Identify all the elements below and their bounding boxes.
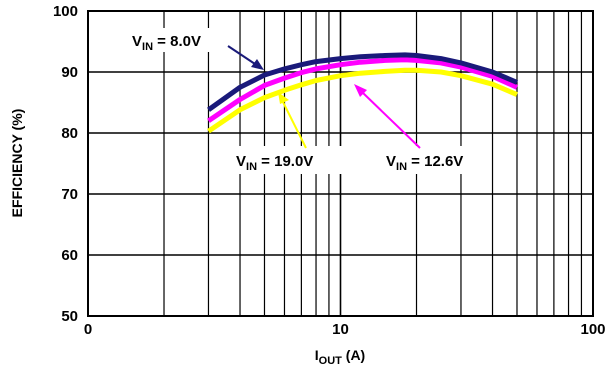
svg-text:VIN = 8.0V: VIN = 8.0V [132,33,201,53]
annotation-vin-8: VIN = 8.0V [128,28,264,70]
annotation-vin-8-sub: IN [142,41,153,53]
annotation-vin-8-rest: = 8.0V [153,33,201,50]
x-axis-title-main: I [315,347,319,363]
svg-text:VIN = 19.0V: VIN = 19.0V [236,153,313,173]
svg-text:VIN = 12.6V: VIN = 12.6V [386,153,463,173]
y-tick-label: 50 [61,308,78,325]
annotation-vin-12-6-sub: IN [396,161,407,173]
series-line [207,67,518,134]
series-line [207,57,519,123]
annotation-vin-12-6: VIN = 12.6V [354,84,490,174]
series-line [207,52,518,112]
annotation-vin-12-6-arrow [361,91,421,149]
annotation-vin-8-main: V [132,33,142,50]
y-tick-label: 100 [53,3,78,20]
y-tick-labels: 50 60 70 80 90 100 [53,3,78,325]
x-tick-label: 100 [580,321,605,338]
annotation-vin-19-rest: = 19.0V [257,153,313,170]
y-tick-label: 90 [61,64,78,81]
annotation-vin-12-6-rest: = 12.6V [407,153,463,170]
annotation-vin-12-6-main: V [386,153,396,170]
x-axis-title-sub: OUT [319,355,343,367]
annotation-vin-19-sub: IN [246,161,257,173]
annotation-vin-19: VIN = 19.0V [232,92,342,174]
annotation-vin-8-arrowhead [251,59,264,70]
y-tick-label: 70 [61,186,78,203]
x-axis-title: IOUT (A) [315,347,365,367]
annotation-vin-12-6-arrowhead [354,84,367,97]
plot-frame [87,10,594,317]
annotation-vin-8-arrow [227,45,259,67]
annotation-vin-19-arrowhead [278,92,289,104]
series-layer [207,52,519,134]
annotation-vin-19-arrow [281,99,307,149]
x-axis-title-rest: (A) [342,347,365,363]
x-tick-label: 10 [332,321,349,338]
y-tick-label: 80 [61,125,78,142]
y-tick-label: 60 [61,247,78,264]
y-axis-title: EFFICIENCY (%) [9,109,25,218]
x-tick-labels: 0 10 100 [84,321,606,338]
x-tick-label: 0 [84,321,92,338]
annotation-vin-19-main: V [236,153,246,170]
